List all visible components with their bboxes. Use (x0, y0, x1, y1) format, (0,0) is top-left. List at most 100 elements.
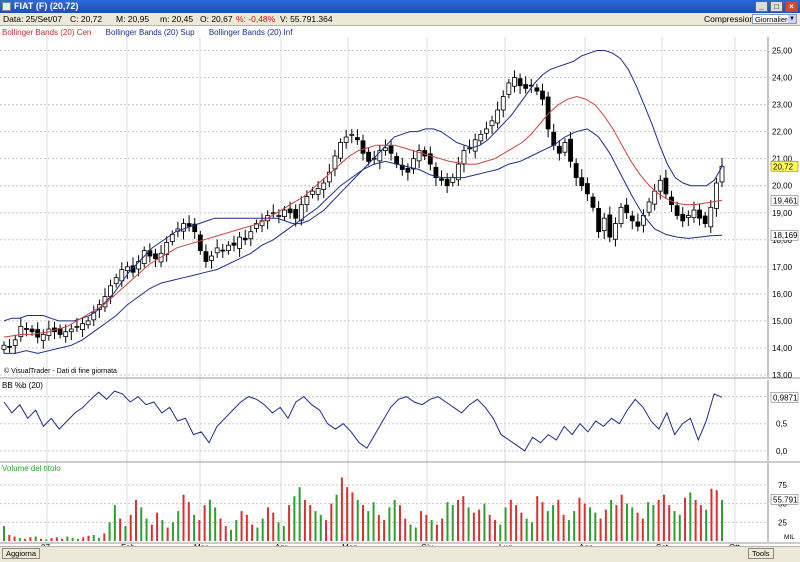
vol-tick-label: 25 (778, 518, 787, 527)
price-tick-label: 22,00 (772, 128, 793, 137)
candle-body (416, 150, 422, 162)
candle-body (377, 150, 383, 162)
legend-center-band: Bollinger Bands (20) Cen (2, 28, 92, 37)
volume-bar (298, 487, 301, 541)
candle-body (68, 328, 74, 333)
volume-bar (87, 535, 90, 541)
candle-body (248, 231, 254, 240)
volume-bar (525, 518, 528, 541)
volume-bar (441, 518, 444, 541)
volume-bar (721, 499, 723, 541)
candle-body (685, 215, 691, 219)
volume-bar (71, 538, 74, 541)
candle-body (478, 133, 484, 142)
candle-body (192, 223, 198, 233)
candle-body (523, 84, 529, 89)
date-value: Data: 25/Set/07 (3, 14, 63, 24)
candle-body (29, 328, 35, 333)
volume-bar (166, 527, 169, 541)
grid-lines (0, 37, 768, 541)
price-tick-label: 25,00 (772, 47, 793, 56)
candle-body (495, 109, 501, 124)
lower-band-label-box (770, 229, 799, 241)
volume-bar (145, 518, 148, 541)
volume-bar (488, 514, 491, 541)
volume-bar (689, 492, 692, 541)
aggiorna-button[interactable]: Aggiorna (2, 548, 41, 559)
candle-body (702, 215, 708, 224)
volume-bar (578, 497, 581, 541)
volume-bar (678, 514, 681, 541)
candle-body (321, 182, 327, 190)
candle-body (573, 163, 579, 179)
volume-bar (314, 511, 317, 541)
volume-bar (499, 524, 502, 541)
volume-bar (604, 509, 607, 541)
volume-bar (8, 535, 11, 541)
chevron-down-icon[interactable]: ▼ (788, 15, 796, 23)
lower-bollinger-line (4, 128, 723, 354)
legend-upper-band: Bollinger Bands (20) Sup (105, 28, 195, 37)
volume-bar (76, 538, 79, 541)
axes: 25,0024,0023,0022,0021,0020,0019,0018,00… (0, 37, 800, 552)
candle-body (40, 334, 46, 341)
volume-bar (652, 505, 655, 541)
volume-bar (161, 520, 164, 541)
candle-body (405, 168, 411, 173)
price-tick-label: 16,00 (772, 290, 793, 299)
bb-percent-line (3, 390, 723, 452)
candle-body (484, 128, 489, 134)
volume-bar (245, 514, 248, 541)
volume-bar (462, 496, 465, 541)
volume-bar (705, 509, 708, 541)
volume-bar (261, 518, 264, 541)
volume-bar (610, 499, 613, 541)
volume-bar (266, 507, 269, 541)
volume-bar (546, 511, 549, 541)
minimize-button[interactable]: _ (755, 1, 768, 12)
candle-body (584, 183, 590, 195)
price-tick-label: 20,00 (772, 182, 793, 191)
volume-bar (430, 520, 433, 541)
candle-body (181, 223, 186, 232)
volume-bar (673, 511, 676, 541)
candle-body (282, 209, 287, 217)
maximize-button[interactable]: □ (770, 1, 783, 12)
price-tick-label: 23,00 (772, 101, 793, 110)
upper-bollinger-line (3, 50, 723, 322)
volume-bar (641, 518, 644, 541)
candle-body (24, 328, 29, 330)
volume-bar (256, 527, 259, 541)
bb-tick-label: 0,5 (776, 420, 788, 429)
candle-body (596, 208, 601, 233)
volume-bar (404, 518, 407, 541)
candle-body (63, 331, 69, 338)
bb-panel-title: BB %b (20) (2, 381, 43, 390)
volume-bar (446, 502, 449, 541)
volume-bar (140, 507, 143, 541)
quote-infobar: Data: 25/Set/07 C: 20,72 M: 20,95 m: 20,… (0, 13, 800, 26)
volume-bar (377, 514, 380, 541)
tools-button[interactable]: Tools (748, 548, 774, 559)
close-button[interactable]: × (785, 1, 798, 12)
candle-body (635, 221, 641, 227)
volume-bar (156, 512, 159, 541)
volume-bar (198, 520, 201, 541)
last-price-label-box (770, 160, 799, 172)
compression-label: Compressione (704, 14, 759, 24)
volume-bar (636, 512, 639, 541)
candle-body (394, 156, 400, 165)
candle-body (411, 158, 416, 170)
candle-body (7, 345, 13, 348)
volume-bar (530, 522, 533, 541)
candle-body (629, 215, 635, 222)
volume-bar (557, 499, 560, 541)
volume-bar (383, 520, 386, 541)
compression-select[interactable]: Giornaliero ▼ (752, 14, 797, 24)
candle-body (12, 339, 18, 346)
candle-body (663, 177, 669, 195)
app-icon (2, 2, 11, 11)
volume-bar (98, 538, 101, 541)
status-bar: Aggiorna Tools (0, 546, 800, 562)
volume-bar (398, 505, 401, 541)
